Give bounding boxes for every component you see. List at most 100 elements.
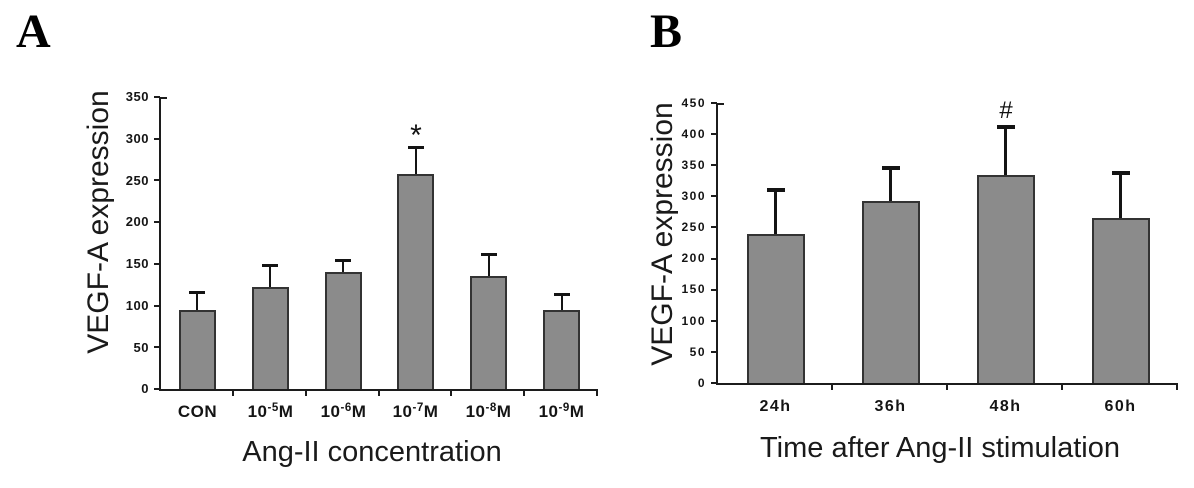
- bar: [179, 310, 216, 389]
- category-label-text: 36h: [874, 398, 907, 415]
- error-bar-cap: [554, 293, 570, 296]
- error-bar-cap: [408, 146, 424, 149]
- category-label-text: 60h: [1104, 398, 1137, 415]
- category-label-text: 10: [320, 402, 341, 421]
- y-axis-top-tick: [718, 103, 724, 105]
- error-bar: [342, 260, 344, 272]
- y-tick-label: 300: [681, 189, 706, 203]
- category-label-superscript: -7: [412, 402, 424, 414]
- y-tick-label: 450: [681, 96, 706, 110]
- category-label: 10-5M: [234, 402, 307, 421]
- y-tick: [711, 258, 717, 260]
- y-tick-label: 400: [681, 127, 706, 141]
- category-label: 10-8M: [452, 402, 525, 421]
- category-label-superscript: -6: [340, 402, 352, 414]
- category-label-text: M: [423, 402, 439, 421]
- y-tick: [154, 96, 160, 98]
- y-tick-label: 50: [133, 340, 149, 355]
- x-tick: [450, 391, 452, 396]
- y-tick: [154, 388, 160, 390]
- x-tick: [831, 385, 833, 390]
- y-tick-label: 0: [697, 376, 706, 390]
- x-tick: [946, 385, 948, 390]
- category-label-text: M: [496, 402, 512, 421]
- bar: [470, 276, 507, 389]
- category-label-superscript: -9: [558, 402, 570, 414]
- category-label: 48h: [948, 399, 1063, 415]
- x-tick: [1061, 385, 1063, 390]
- x-tick: [378, 391, 380, 396]
- bar: [543, 310, 580, 389]
- y-tick-label: 100: [125, 298, 149, 313]
- significance-marker: #: [999, 97, 1013, 124]
- bar: [252, 287, 289, 389]
- error-bar: [1119, 173, 1122, 218]
- category-label-text: 10: [465, 402, 486, 421]
- category-label: 24h: [718, 399, 833, 415]
- y-tick: [154, 263, 160, 265]
- y-tick-label: 150: [125, 256, 149, 271]
- x-axis-label: Ang-II concentration: [242, 436, 502, 468]
- y-tick-label: 200: [681, 251, 706, 265]
- category-label: 60h: [1063, 399, 1178, 415]
- category-label-superscript: -5: [267, 402, 279, 414]
- y-tick-label: 250: [125, 173, 149, 188]
- y-axis-line: [159, 97, 161, 391]
- bar: [325, 272, 362, 389]
- x-tick: [1176, 385, 1178, 390]
- x-tick: [305, 391, 307, 396]
- error-bar: [488, 254, 490, 276]
- error-bar-cap: [189, 291, 205, 294]
- category-label-text: M: [278, 402, 294, 421]
- error-bar-cap: [1112, 171, 1130, 175]
- x-tick: [523, 391, 525, 396]
- panel-letter: B: [650, 5, 683, 58]
- y-tick: [711, 382, 717, 384]
- y-tick: [154, 346, 160, 348]
- category-label-superscript: -8: [485, 402, 497, 414]
- y-tick: [711, 164, 717, 166]
- bar: [747, 234, 805, 383]
- error-bar-cap: [767, 188, 785, 192]
- y-tick-label: 150: [681, 282, 706, 296]
- error-bar-cap: [262, 264, 278, 267]
- y-tick: [711, 320, 717, 322]
- y-tick: [154, 221, 160, 223]
- bar: [862, 201, 920, 383]
- panel-letter: A: [16, 5, 51, 58]
- y-axis-top-tick: [161, 97, 167, 99]
- error-bar-cap: [335, 259, 351, 262]
- category-label-text: 10: [392, 402, 413, 421]
- y-tick: [711, 133, 717, 135]
- category-label: 10-9M: [525, 402, 598, 421]
- y-tick-label: 350: [125, 89, 149, 104]
- category-label: CON: [161, 403, 234, 420]
- y-tick-label: 250: [681, 220, 706, 234]
- error-bar: [1004, 127, 1007, 175]
- y-tick: [154, 179, 160, 181]
- category-label-text: 10: [247, 402, 268, 421]
- bar: [977, 175, 1035, 383]
- category-label: 36h: [833, 399, 948, 415]
- error-bar-cap: [481, 253, 497, 256]
- error-bar-cap: [882, 166, 900, 170]
- error-bar: [889, 168, 892, 201]
- x-tick: [596, 391, 598, 396]
- error-bar: [269, 265, 271, 287]
- bar: [397, 174, 434, 389]
- category-label-text: 48h: [989, 398, 1022, 415]
- y-tick-label: 50: [689, 345, 706, 359]
- error-bar: [196, 292, 198, 310]
- y-tick: [154, 305, 160, 307]
- category-label: 10-7M: [379, 402, 452, 421]
- x-tick: [232, 391, 234, 396]
- category-label-text: 24h: [759, 398, 792, 415]
- y-tick: [711, 351, 717, 353]
- error-bar: [561, 294, 563, 310]
- y-tick: [711, 102, 717, 104]
- y-tick-label: 350: [681, 158, 706, 172]
- category-label-text: 10: [538, 402, 559, 421]
